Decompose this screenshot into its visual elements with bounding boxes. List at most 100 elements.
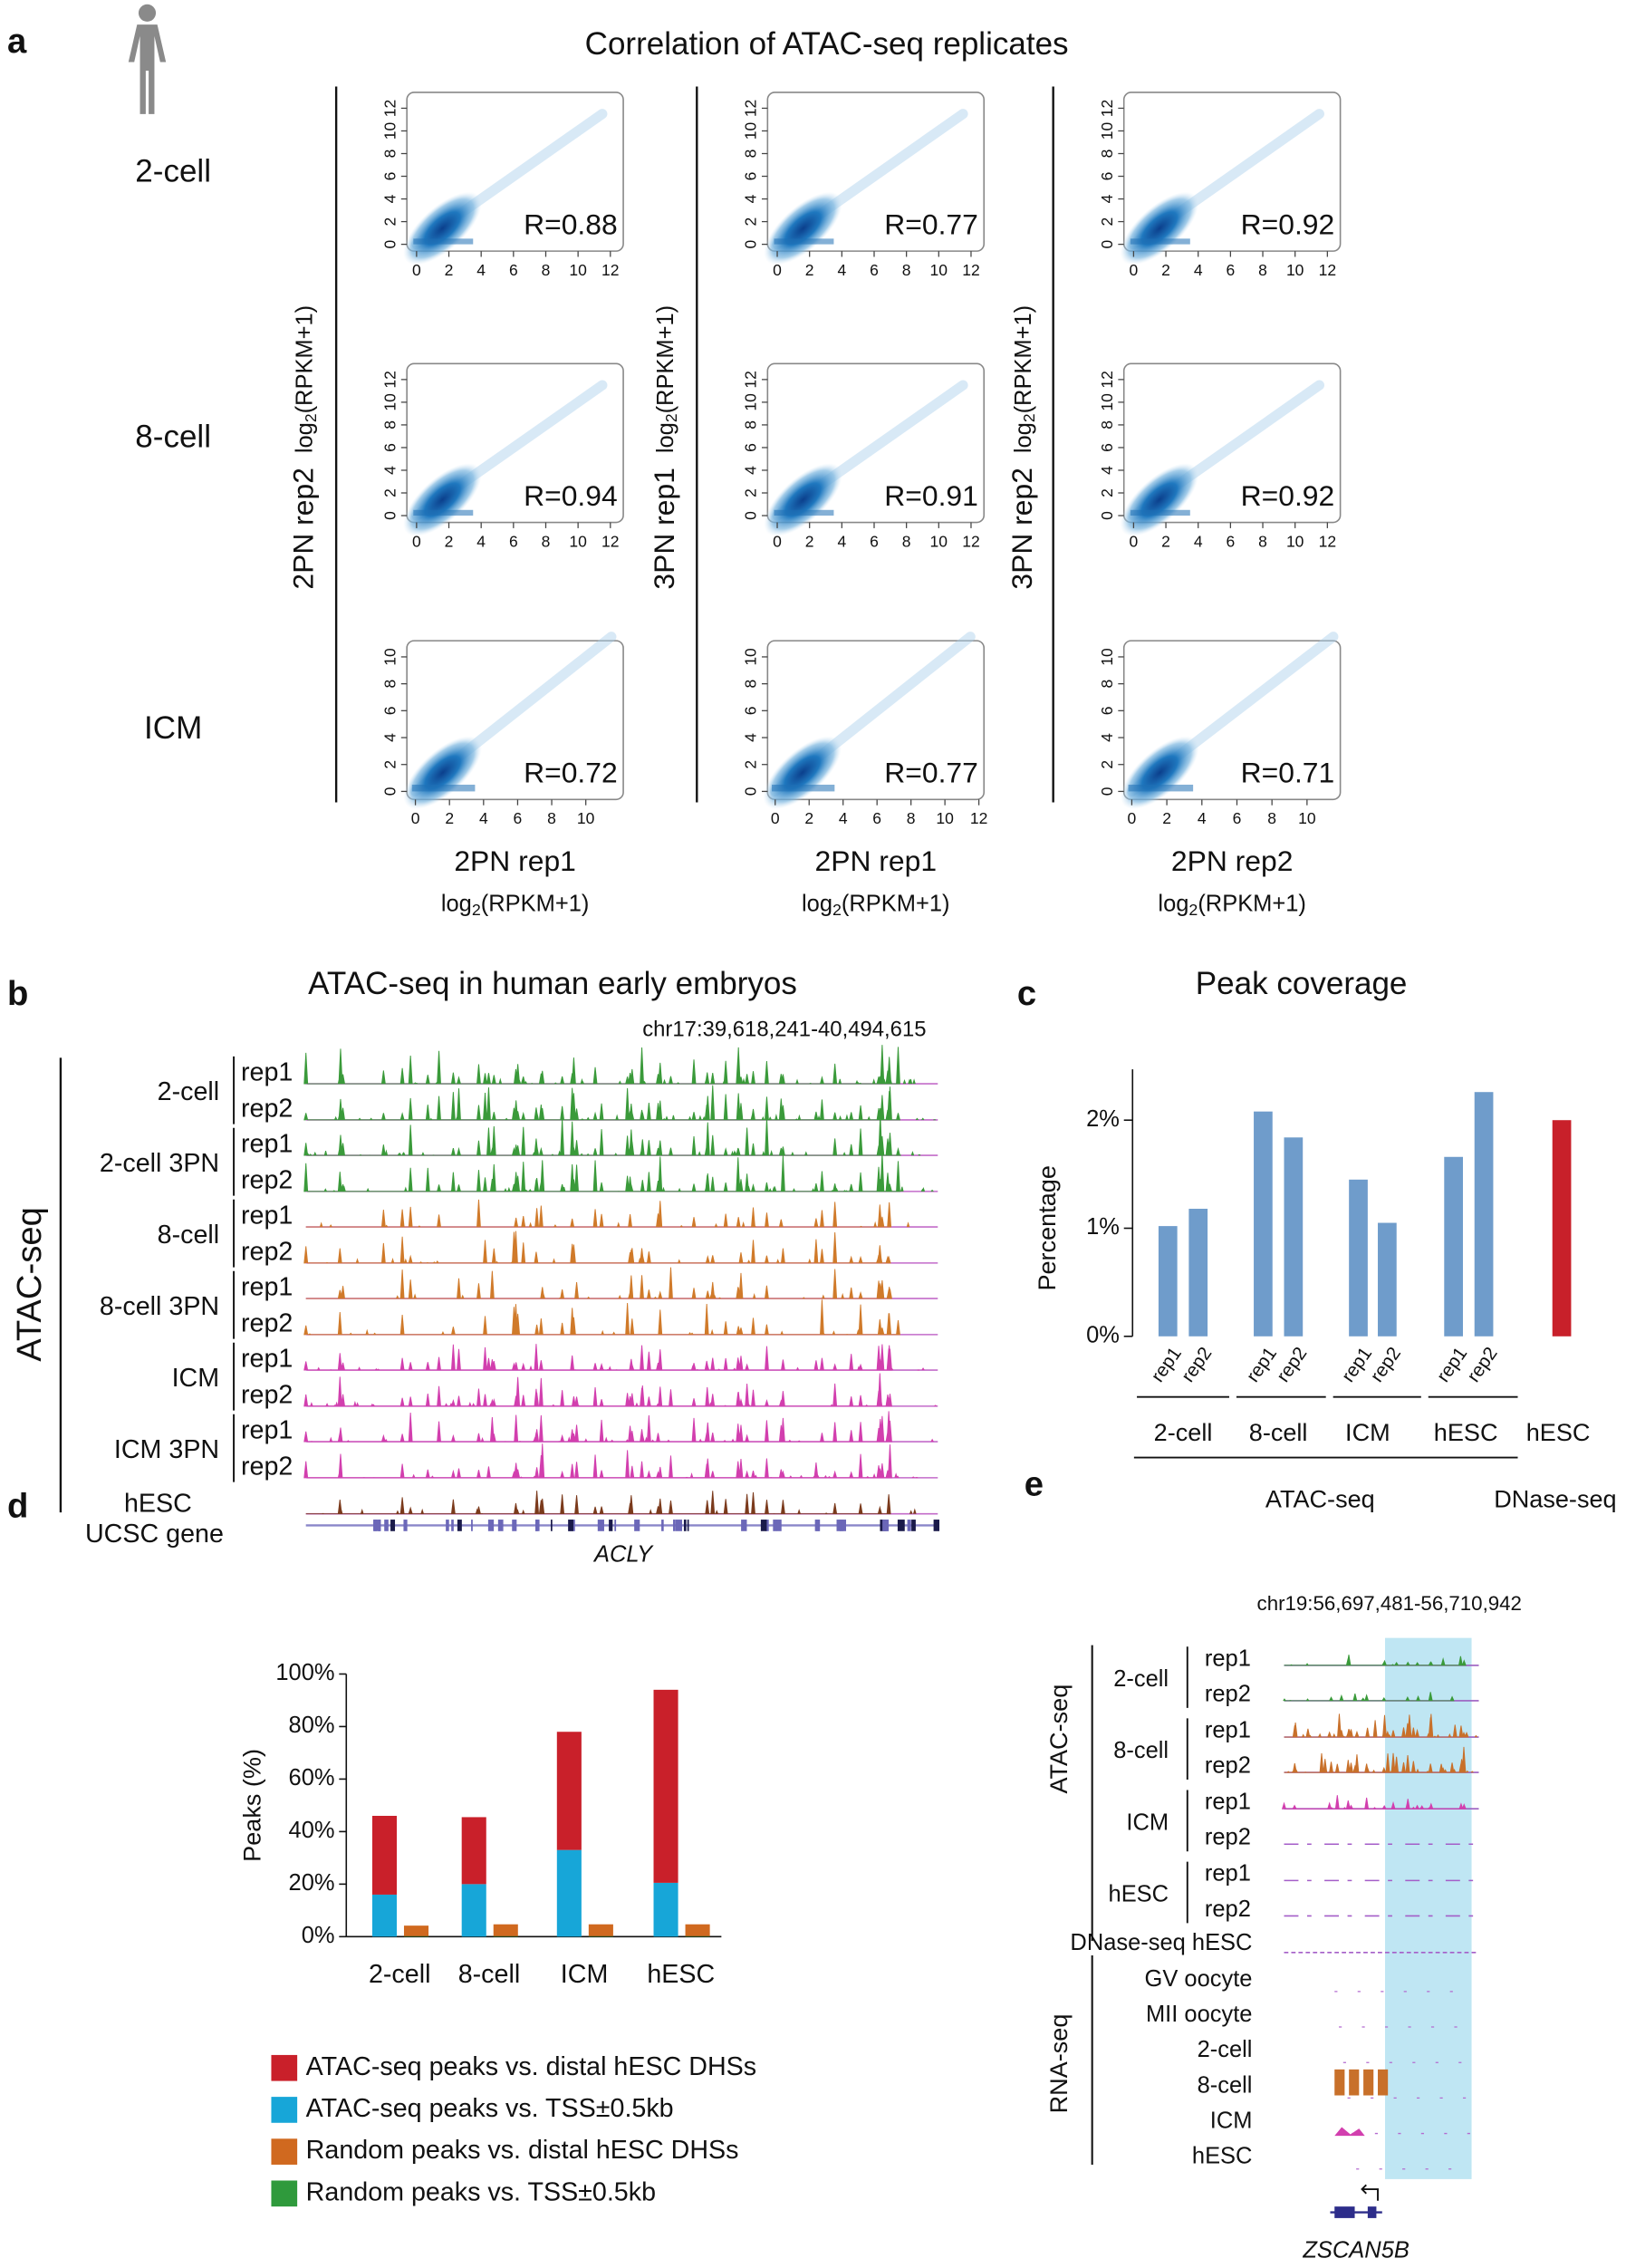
replicate-label: rep1	[1205, 1646, 1251, 1671]
panel-title: Correlation of ATAC-seq replicates	[585, 26, 1069, 62]
scatter-plot: 0 2 4 6 8 10 12 0 2 4 6 8 10 12 R=0.92	[1098, 362, 1342, 550]
panel-letter: d	[7, 1486, 28, 1525]
bar-segment	[588, 1935, 613, 1937]
bar	[1552, 1120, 1572, 1337]
y-tick-label: 0	[380, 239, 399, 248]
bar-segment	[371, 1815, 398, 1895]
density-floor	[1128, 784, 1194, 792]
y-axis-label: Peaks (%)	[238, 1749, 266, 1862]
x-tick-label: 12	[1319, 532, 1336, 550]
unit-part: (RPKM+1)	[481, 891, 590, 916]
y-tick-label: 6	[741, 706, 759, 715]
unit-sub: 2	[1020, 413, 1038, 422]
panel-letter: c	[1017, 974, 1036, 1013]
group-label: hESC	[1526, 1418, 1591, 1446]
x-tick-label: 8	[547, 809, 556, 827]
y-tick-label: 1%	[1086, 1214, 1120, 1240]
x-tick-label: 10	[569, 532, 587, 550]
y-tick-label: 10	[741, 393, 759, 411]
replicate-label: rep1	[241, 1058, 293, 1087]
x-tick-label: 0	[1128, 809, 1137, 827]
replicate-label: rep2	[1205, 1896, 1251, 1922]
bar-segment	[685, 1935, 710, 1937]
legend-swatch	[271, 2138, 298, 2165]
human-icon	[128, 4, 167, 114]
exon	[776, 1520, 782, 1531]
signal-track	[305, 1491, 917, 1515]
x-tick-label: 4	[476, 261, 486, 279]
y-tick-label: 8	[380, 420, 399, 429]
r-value: R=0.92	[1241, 479, 1335, 512]
unit-part: (RPKM+1)	[1011, 305, 1036, 414]
replicate-label: rep1	[1205, 1717, 1251, 1742]
unit-sub: 2	[662, 413, 680, 422]
replicate-label: rep1	[1205, 1790, 1251, 1815]
unit-part: log	[1158, 891, 1188, 916]
group-label: ICM 3PN	[114, 1435, 219, 1464]
y-tick-label: 10	[1098, 121, 1116, 140]
x-axis-label: 2PN rep1	[815, 844, 938, 877]
y-tick-label: 12	[1098, 100, 1116, 117]
replicate-label: rep2	[241, 1094, 293, 1123]
legend-label: ATAC-seq peaks vs. TSS±0.5kb	[306, 2094, 674, 2123]
panel-letter: e	[1025, 1465, 1044, 1504]
x-axis-label: 2PN rep1	[454, 844, 576, 877]
x-tick-label: 4	[837, 261, 846, 279]
group-label: 2-cell	[1154, 1418, 1213, 1446]
region-label: chr19:56,697,481-56,710,942	[1257, 1592, 1522, 1615]
group-label: 8-cell	[158, 1221, 219, 1250]
replicate-label: rep2	[1205, 1752, 1251, 1778]
exon	[374, 1520, 380, 1531]
x-tick-label: 8	[1267, 809, 1276, 827]
exon	[897, 1520, 905, 1531]
exon	[568, 1520, 573, 1531]
exon	[673, 1520, 676, 1531]
exon	[384, 1520, 389, 1531]
unit-part: (RPKM+1)	[292, 305, 317, 414]
y-tick-label: 0	[741, 787, 759, 796]
bar-segment	[653, 1882, 678, 1937]
y-tick-label: 8	[1098, 420, 1116, 429]
unit-part: log	[802, 891, 832, 916]
signal-track	[303, 1299, 900, 1336]
section-label: RNA-seq	[1044, 2014, 1073, 2114]
scatter-plot: 0 2 4 6 8 10 0 2 4 6 8 10 R=0.72	[380, 632, 624, 827]
x-axis-label: 2PN rep2	[1171, 844, 1294, 877]
bar	[1378, 1222, 1397, 1337]
y-label-main: 2PN rep2	[287, 468, 320, 590]
gene-track-label: UCSC gene	[85, 1520, 224, 1549]
replicate-label: rep2	[241, 1237, 293, 1266]
y-tick-label: 4	[741, 194, 759, 203]
x-tick-label: 10	[930, 261, 948, 279]
y-tick-label: 12	[741, 100, 759, 117]
axis-unit: log2(RPKM+1)	[802, 891, 950, 918]
y-axis-label: Percentage	[1033, 1165, 1061, 1290]
r-value: R=0.72	[524, 757, 618, 789]
panel-letter: a	[7, 22, 27, 61]
unit-part: log	[441, 891, 472, 916]
bar-segment	[461, 1884, 486, 1937]
exon	[765, 1520, 769, 1531]
x-tick-label: 4	[1194, 532, 1203, 550]
x-tick-label: 10	[1286, 532, 1304, 550]
x-tick-label: 2-cell	[369, 1960, 430, 1989]
highlight	[1384, 1637, 1472, 2179]
replicate-label: rep1	[241, 1415, 293, 1444]
exon	[471, 1520, 473, 1531]
scatter-plot: 0 2 4 6 8 10 12 0 2 4 6 8 10 12 R=0.92	[1098, 92, 1342, 279]
replicate-label: rep1	[241, 1201, 293, 1230]
density-floor	[774, 509, 834, 516]
x-tick-label: 8	[902, 532, 911, 550]
y-tick-label: 2	[1098, 760, 1116, 769]
y-tick-label: 6	[741, 172, 759, 181]
exon	[687, 1520, 689, 1531]
y-tick-label: 8	[1098, 150, 1116, 159]
y-tick-label: 2	[1098, 488, 1116, 497]
exon	[911, 1520, 916, 1531]
density-cloud	[403, 191, 482, 265]
x-tick-label: 12	[601, 261, 619, 279]
tss-arrow	[1361, 2184, 1379, 2201]
legend-label: Random peaks vs. TSS±0.5kb	[306, 2177, 656, 2206]
x-tick-label: 0	[1130, 532, 1139, 550]
x-tick-label: 10	[930, 532, 948, 550]
